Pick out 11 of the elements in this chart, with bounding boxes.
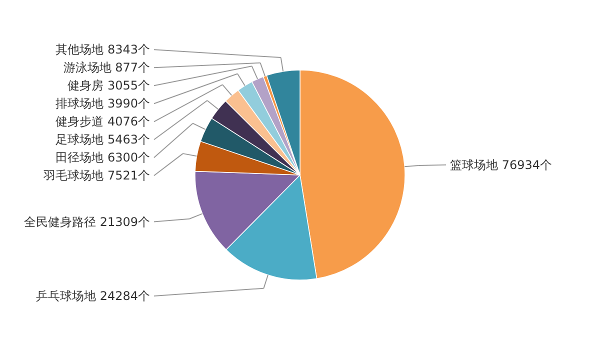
slice-label: 健身房 3055个 [68,78,150,93]
slice-label: 健身步道 4076个 [56,114,150,129]
slice-label: 羽毛球场地 7521个 [42,168,150,183]
slice-label: 全民健身路径 21309个 [24,214,150,229]
slice-label: 足球场地 5463个 [56,132,150,147]
slice-label: 篮球场地 76934个 [450,158,552,172]
slice-label: 田径场地 6300个 [56,150,150,165]
slice-label: 游泳场地 877个 [63,60,150,75]
slice-label: 排球场地 3990个 [56,96,150,111]
slice-label: 乒乓球场地 24284个 [36,288,150,303]
slice-label: 其他场地 8343个 [56,42,150,57]
